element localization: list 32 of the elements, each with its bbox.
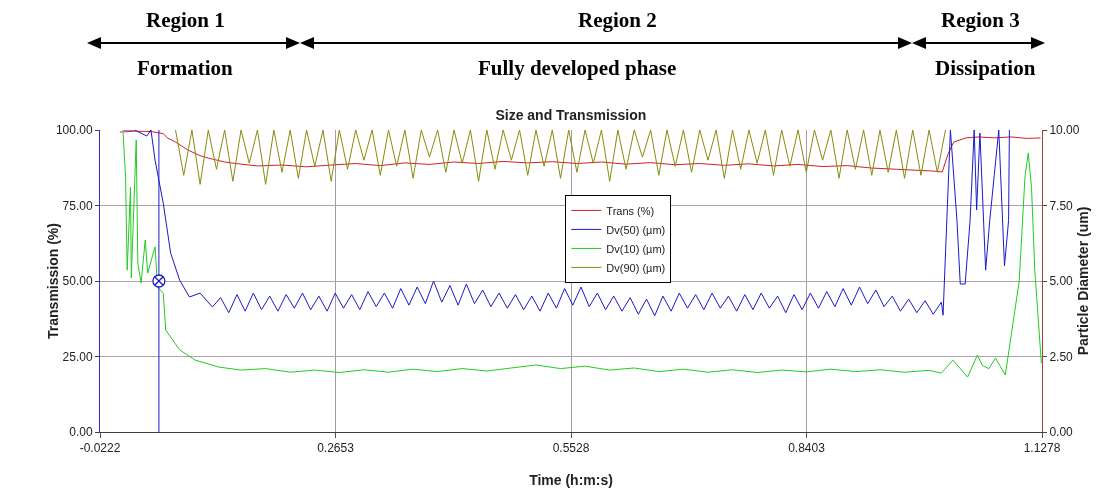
y-tick-label: 25.00	[62, 349, 93, 364]
x-axis-title: Time (h:m:s)	[529, 471, 613, 488]
text: Region 2	[578, 8, 657, 32]
y2-tick-label: 10.00	[1049, 123, 1080, 138]
text: Formation	[137, 56, 233, 80]
legend-label: Trans (%)	[606, 204, 655, 217]
legend-label: Dv(90) (µm)	[606, 261, 666, 274]
y2-tick-label: 5.00	[1049, 274, 1074, 289]
chart-title: Size and Transmission	[495, 106, 647, 123]
line-series	[175, 130, 947, 185]
x-tick-label: -0.0222	[79, 441, 121, 456]
y2-tick-label: 7.50	[1049, 198, 1074, 213]
y-axis-title: Transmission (%)	[44, 223, 61, 339]
y-tick-label: 75.00	[62, 198, 93, 213]
x-tick-label: 0.8403	[788, 441, 826, 456]
y-tick-label: 50.00	[62, 274, 93, 289]
x-tick-label: 0.2653	[317, 441, 355, 456]
y-tick-label: 100.00	[55, 123, 93, 138]
line-series	[122, 132, 1042, 378]
legend-label: Dv(10) (µm)	[606, 242, 666, 255]
y2-tick-label: 0.00	[1049, 425, 1074, 440]
y2-tick-label: 2.50	[1049, 349, 1074, 364]
text: Region 3	[941, 8, 1020, 32]
text: Region 1	[146, 8, 225, 32]
text: Dissipation	[935, 56, 1036, 80]
legend-label: Dv(50) (µm)	[606, 223, 666, 236]
text: Fully developed phase	[478, 56, 677, 80]
line-series	[119, 130, 1042, 173]
x-tick-label: 0.5528	[552, 441, 590, 456]
x-tick-label: 1.1278	[1023, 441, 1061, 456]
y-tick-label: 0.00	[69, 425, 93, 440]
y2-axis-title: Particle Diameter (um)	[1075, 206, 1092, 356]
